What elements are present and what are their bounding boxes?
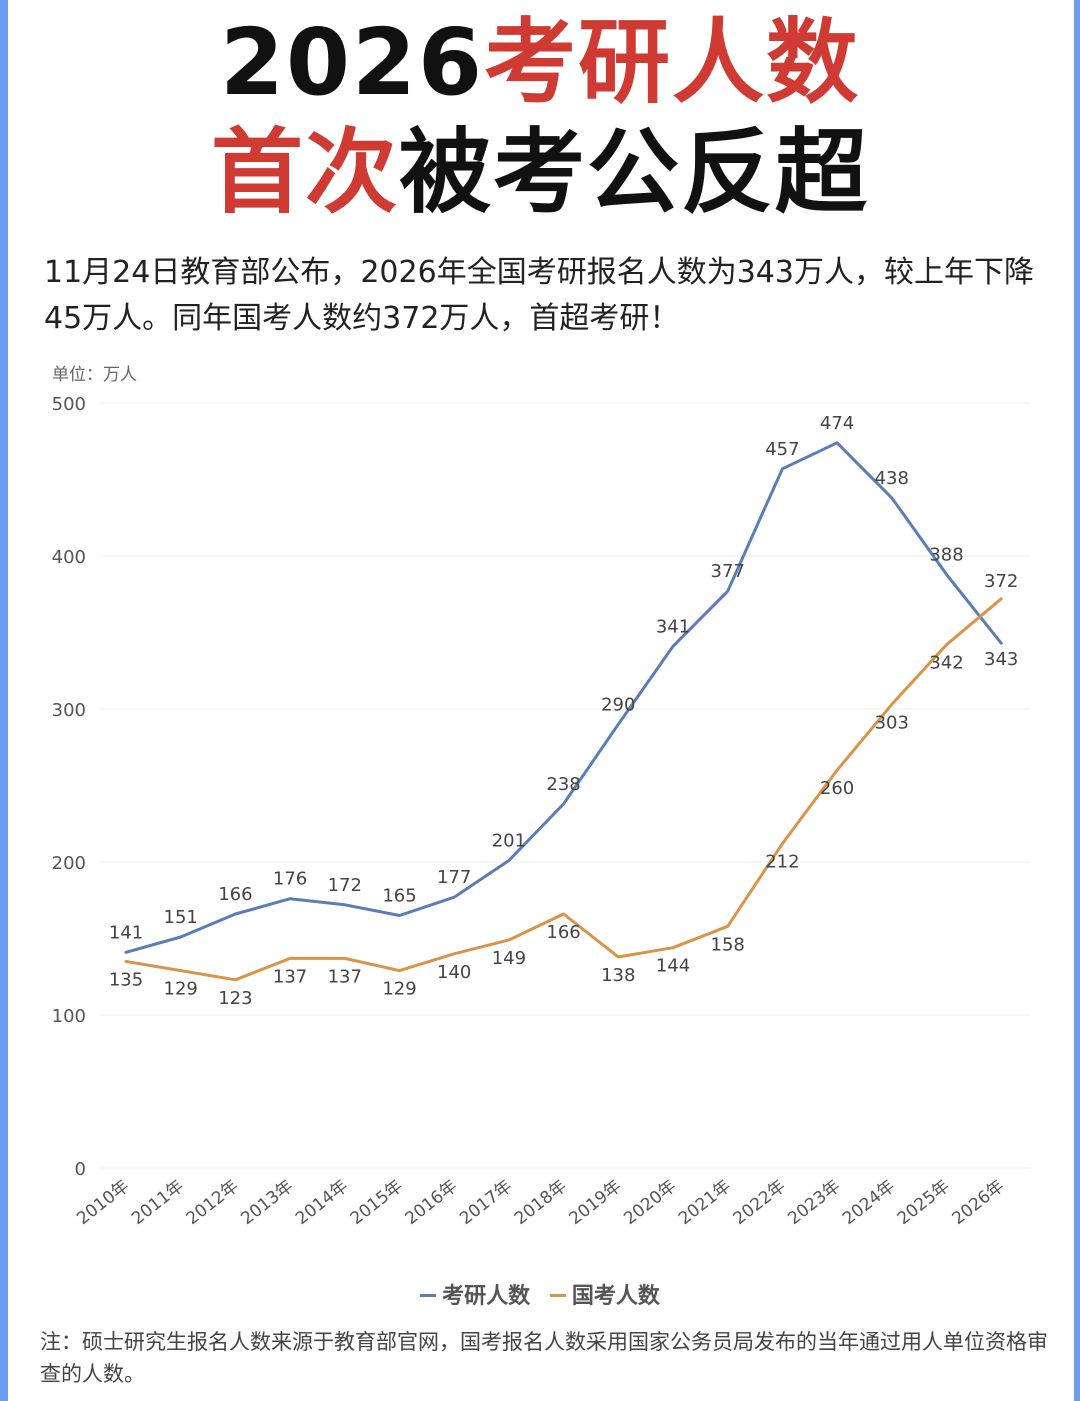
unit-label: 单位：万人 [52, 365, 137, 385]
x-tick-label: 2025年 [894, 1176, 954, 1229]
headline-year: 2026 [219, 9, 485, 116]
y-tick-label: 200 [52, 853, 86, 874]
data-label-guokao: 129 [382, 979, 416, 1000]
x-tick-label: 2022年 [730, 1176, 790, 1229]
data-label-guokao: 212 [765, 852, 799, 873]
x-tick-label: 2018年 [511, 1176, 571, 1229]
x-tick-label: 2015年 [347, 1176, 407, 1229]
data-label-guokao: 129 [164, 979, 198, 1000]
data-label-guokao: 137 [273, 966, 307, 987]
data-label-kaoyan: 457 [765, 439, 799, 460]
series-line-kaoyan [124, 441, 1003, 954]
y-tick-label: 100 [52, 1006, 86, 1027]
series-line-guokao [124, 597, 1003, 982]
data-label-guokao: 144 [656, 956, 690, 977]
legend-label-guokao: 国考人数 [571, 1284, 660, 1309]
data-label-kaoyan: 201 [492, 830, 526, 851]
legend-swatch-kaoyan [420, 1293, 437, 1297]
headline-overtaken: 被考公反超 [399, 119, 870, 226]
data-label-kaoyan: 474 [820, 413, 854, 434]
data-label-guokao: 123 [218, 988, 252, 1009]
data-label-guokao: 135 [109, 969, 143, 990]
data-label-kaoyan: 290 [601, 694, 635, 715]
legend-item-guokao: 国考人数 [549, 1278, 660, 1310]
data-label-guokao: 166 [546, 922, 580, 943]
data-label-guokao: 158 [711, 934, 745, 955]
x-tick-label: 2023年 [784, 1176, 844, 1229]
headline-first-time: 首次 [210, 119, 399, 226]
data-label-kaoyan: 238 [546, 774, 580, 795]
data-label-guokao: 303 [875, 712, 909, 733]
x-tick-label: 2013年 [237, 1176, 297, 1229]
data-label-kaoyan: 151 [164, 907, 198, 928]
x-tick-label: 2021年 [675, 1176, 735, 1229]
x-tick-label: 2026年 [948, 1176, 1008, 1229]
data-label-kaoyan: 166 [218, 884, 252, 905]
data-label-guokao: 372 [984, 571, 1018, 592]
data-label-guokao: 137 [328, 966, 362, 987]
lead-paragraph: 11月24日教育部公布，2026年全国考研报名人数为343万人，较上年下降45万… [44, 255, 1034, 336]
source-note: 注：硕士研究生报名人数来源于教育部官网，国考报名人数采用国家公务员局发布的当年通… [40, 1330, 1048, 1386]
data-label-guokao: 140 [437, 962, 471, 983]
data-label-kaoyan: 165 [382, 886, 416, 907]
data-label-kaoyan: 176 [273, 869, 307, 890]
y-tick-label: 0 [75, 1159, 86, 1180]
y-tick-label: 300 [52, 700, 86, 721]
x-tick-label: 2014年 [292, 1176, 352, 1229]
x-tick-label: 2010年 [73, 1176, 133, 1229]
data-label-guokao: 138 [601, 965, 635, 986]
x-tick-label: 2011年 [128, 1176, 188, 1229]
data-label-kaoyan: 343 [984, 649, 1018, 670]
data-label-kaoyan: 141 [109, 922, 143, 943]
left-frame-border [0, 0, 8, 1401]
headline-line-2: 首次被考公反超 [0, 118, 1080, 228]
right-frame-border [1074, 0, 1080, 1401]
data-label-kaoyan: 388 [929, 544, 963, 565]
y-tick-label: 400 [52, 547, 86, 568]
data-label-kaoyan: 377 [711, 561, 745, 582]
headline-kaoyan: 考研人数 [484, 9, 861, 116]
line-chart: 01002003004005002010年2011年2012年2013年2014… [52, 394, 1030, 1229]
x-tick-label: 2016年 [401, 1176, 461, 1229]
y-tick-label: 500 [52, 394, 86, 415]
data-label-guokao: 149 [492, 948, 526, 969]
x-tick-label: 2024年 [839, 1176, 899, 1229]
data-label-guokao: 260 [820, 778, 854, 799]
x-tick-label: 2012年 [183, 1176, 243, 1229]
data-label-kaoyan: 438 [875, 468, 909, 489]
data-label-kaoyan: 172 [328, 875, 362, 896]
x-tick-label: 2020年 [620, 1176, 680, 1229]
legend-label-kaoyan: 考研人数 [442, 1284, 531, 1309]
data-label-kaoyan: 177 [437, 867, 471, 888]
x-tick-label: 2019年 [566, 1176, 626, 1229]
data-label-guokao: 342 [929, 653, 963, 674]
legend-swatch-guokao [549, 1293, 566, 1297]
legend-item-kaoyan: 考研人数 [420, 1278, 530, 1310]
chart-legend: 考研人数 国考人数 [0, 1278, 1080, 1310]
headline-line-1: 2026考研人数 [0, 8, 1080, 118]
data-label-kaoyan: 341 [656, 616, 690, 637]
x-tick-label: 2017年 [456, 1176, 516, 1229]
